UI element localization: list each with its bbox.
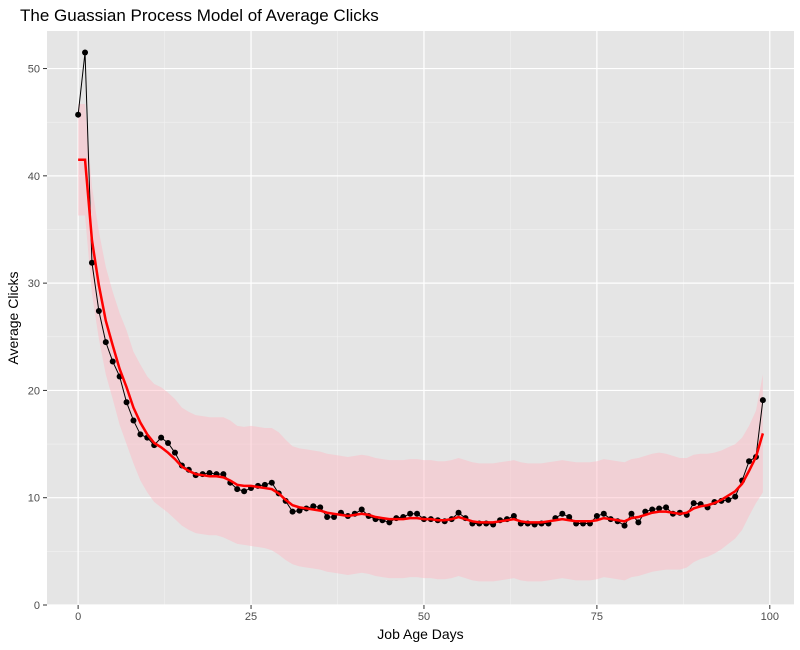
x-tick-label: 100 xyxy=(761,611,779,623)
x-tick-label: 75 xyxy=(591,611,603,623)
data-point xyxy=(123,399,130,406)
fitted-line xyxy=(78,158,765,524)
data-point xyxy=(82,49,89,56)
data-point xyxy=(621,522,628,529)
data-point xyxy=(165,439,172,446)
data-point xyxy=(656,505,663,512)
data-point xyxy=(759,397,766,404)
plot-panel xyxy=(47,31,794,605)
data-point xyxy=(75,111,82,118)
data-point xyxy=(455,509,462,516)
data-point xyxy=(289,508,296,515)
data-point xyxy=(358,506,365,513)
data-point xyxy=(261,481,268,488)
data-point xyxy=(628,510,635,517)
x-tick-label: 50 xyxy=(418,611,430,623)
chart-title: The Guassian Process Model of Average Cl… xyxy=(20,6,379,25)
data-point xyxy=(732,493,739,500)
data-point xyxy=(600,510,607,517)
y-axis-title: Average Clicks xyxy=(5,271,21,364)
data-point xyxy=(102,339,109,346)
data-point xyxy=(130,417,137,424)
data-point xyxy=(324,514,331,521)
data-point xyxy=(725,496,732,503)
x-tick-label: 25 xyxy=(245,611,257,623)
x-axis: 0 25 50 75 100 xyxy=(75,605,779,623)
y-tick-label: 50 xyxy=(28,64,40,76)
data-point xyxy=(635,519,642,526)
data-point xyxy=(663,504,670,511)
x-tick-label: 0 xyxy=(75,611,81,623)
y-axis: 0 10 20 30 40 50 xyxy=(28,64,47,612)
y-tick-label: 40 xyxy=(28,171,40,183)
data-point xyxy=(158,434,165,441)
data-point xyxy=(241,488,248,495)
y-tick-label: 20 xyxy=(28,385,40,397)
data-point xyxy=(593,512,600,519)
data-point xyxy=(310,503,317,510)
data-point xyxy=(95,308,102,315)
data-point xyxy=(268,479,275,486)
x-axis-title: Job Age Days xyxy=(377,626,463,642)
data-point xyxy=(206,470,213,477)
y-tick-label: 10 xyxy=(28,493,40,505)
data-point xyxy=(690,500,697,507)
grid-major xyxy=(47,31,794,606)
data-point xyxy=(559,510,566,517)
data-point xyxy=(296,507,303,514)
y-tick-label: 30 xyxy=(28,278,40,290)
data-point xyxy=(109,358,116,365)
confidence-band xyxy=(78,103,763,582)
data-point xyxy=(171,449,178,456)
data-point xyxy=(220,471,227,478)
data-point xyxy=(566,514,573,521)
data-point xyxy=(649,506,656,513)
data-point xyxy=(386,519,393,526)
data-point xyxy=(234,486,241,493)
y-tick-label: 0 xyxy=(34,600,40,612)
data-point xyxy=(137,431,144,438)
grid-minor xyxy=(47,31,794,605)
data-point xyxy=(317,504,324,511)
data-point xyxy=(331,514,338,521)
data-point xyxy=(414,510,421,517)
data-point xyxy=(407,510,414,517)
data-point xyxy=(510,512,517,519)
data-point xyxy=(746,458,753,465)
data-point xyxy=(88,259,95,266)
